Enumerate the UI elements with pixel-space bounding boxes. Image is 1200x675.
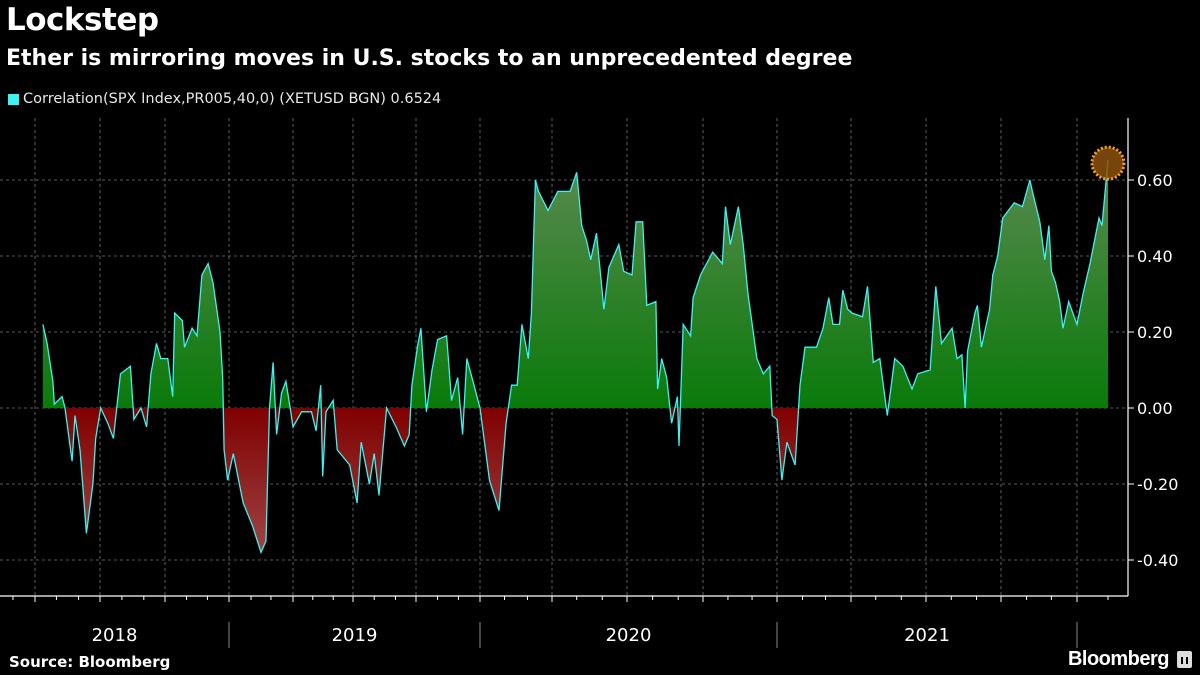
y-tick-label: 0.40: [1137, 247, 1173, 266]
legend: Correlation(SPX Index,PR005,40,0) (XETUS…: [8, 91, 441, 107]
negative-area: [42, 408, 1108, 553]
legend-swatch: [8, 93, 19, 105]
y-tick-label: 0.60: [1137, 171, 1173, 190]
bloomberg-logo: Bloomberg: [1068, 648, 1192, 671]
chart-title: Lockstep: [6, 2, 159, 38]
y-tick-label: 0.20: [1137, 323, 1173, 342]
y-axis-ticks: 0.60 0.40 0.20 0.00 -0.20 -0.40: [1128, 171, 1178, 570]
y-tick-label: -0.40: [1137, 551, 1178, 570]
x-axis-years: 2018 2019 2020 2021: [92, 622, 1078, 648]
y-tick-label: -0.20: [1137, 475, 1178, 494]
year-label: 2020: [606, 625, 652, 646]
year-label: 2018: [92, 625, 138, 646]
chart-subtitle: Ether is mirroring moves in U.S. stocks …: [6, 46, 853, 71]
bloomberg-chart-icon: [1177, 651, 1192, 668]
positive-area: [42, 160, 1108, 408]
legend-label: Correlation(SPX Index,PR005,40,0) (XETUS…: [23, 91, 442, 107]
last-value-highlight: [1090, 145, 1126, 181]
logo-text: Bloomberg: [1067, 648, 1170, 670]
correlation-line: [42, 160, 1109, 555]
y-tick-label: 0.00: [1137, 399, 1173, 418]
year-label: 2019: [332, 625, 378, 646]
source-note: Source: Bloomberg: [9, 653, 171, 671]
axes: [0, 118, 1129, 602]
year-label: 2021: [904, 625, 950, 646]
